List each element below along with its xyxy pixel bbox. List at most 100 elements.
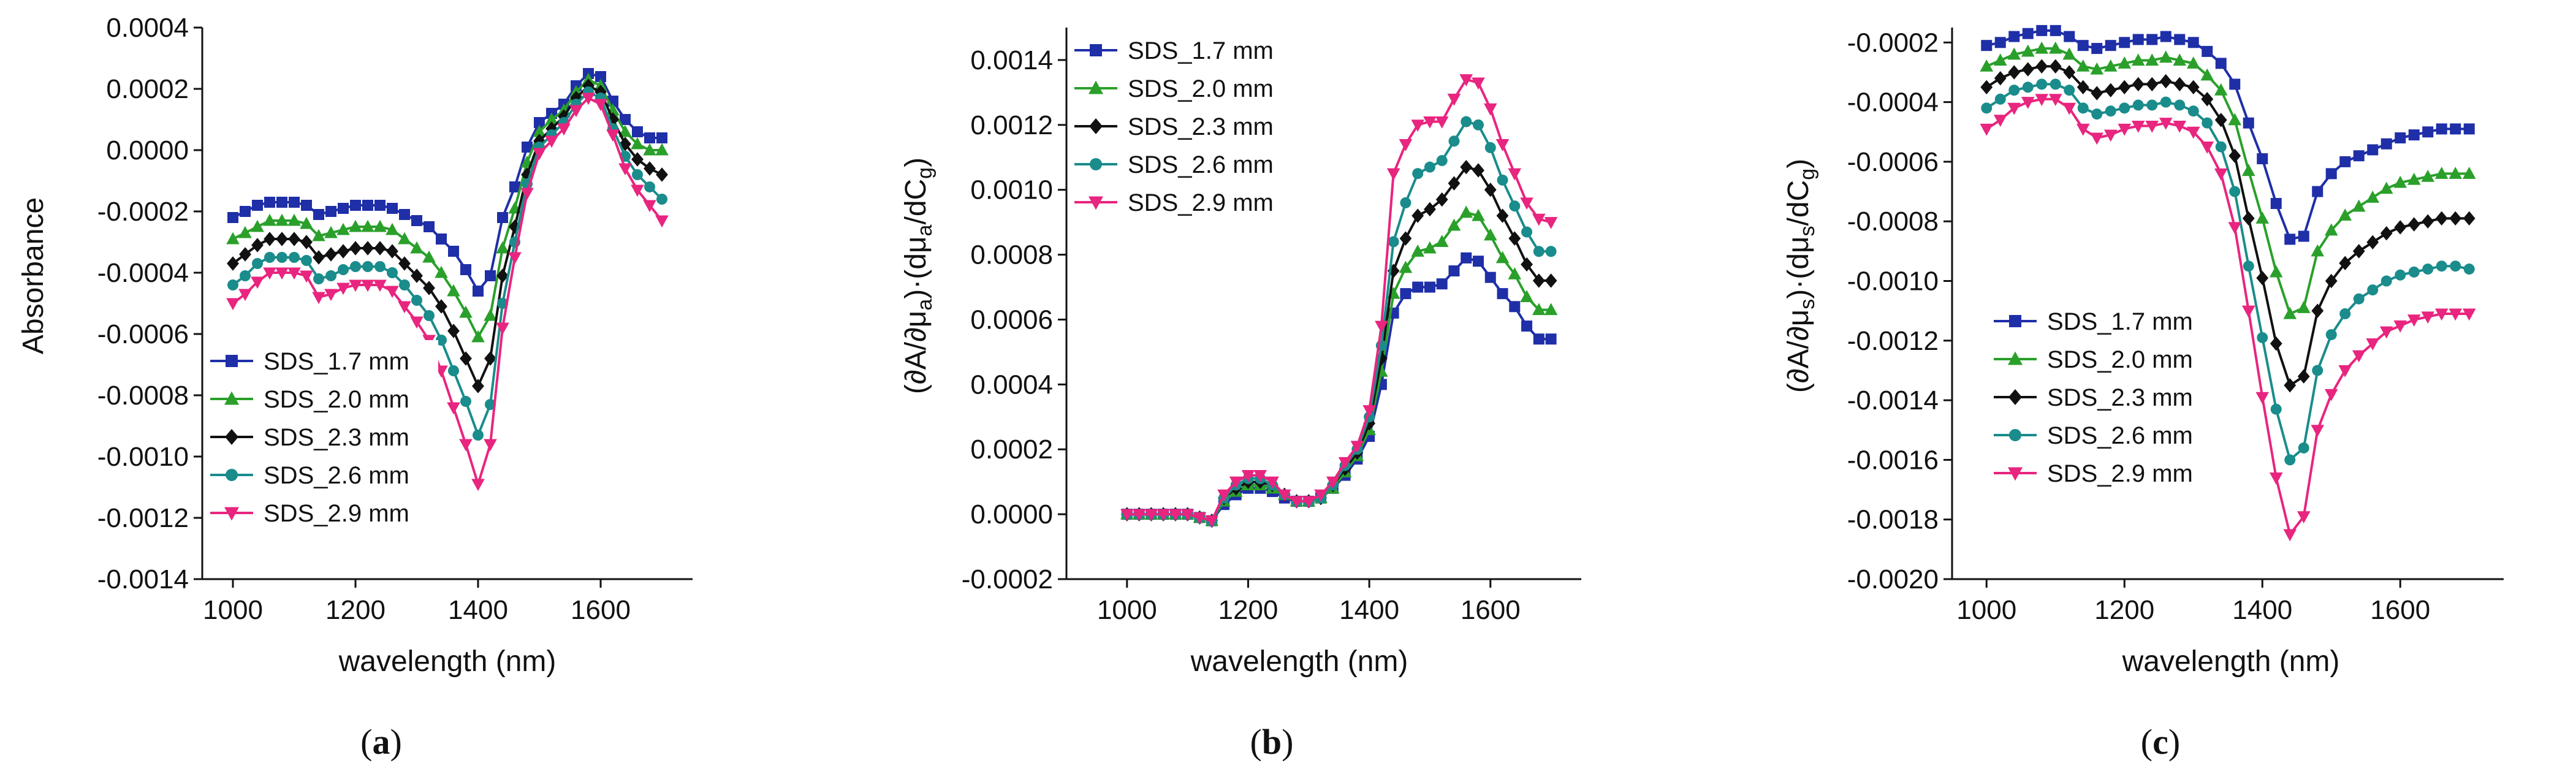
data-point	[460, 396, 471, 407]
data-point	[2393, 175, 2407, 188]
data-point	[2090, 62, 2104, 75]
data-point	[471, 479, 485, 491]
x-tick-label: 1200	[325, 595, 386, 625]
data-point	[582, 93, 595, 105]
data-point	[252, 258, 263, 269]
x-tick-label: 1000	[203, 595, 263, 625]
legend-label: SDS_2.0 mm	[264, 386, 409, 413]
data-point	[2050, 25, 2061, 36]
legend-label: SDS_2.9 mm	[2047, 460, 2193, 487]
y-tick-label: -0.0014	[1847, 385, 1939, 415]
data-point	[2202, 117, 2213, 129]
data-point	[338, 203, 349, 214]
data-point	[2339, 156, 2351, 167]
data-point	[1994, 37, 2006, 48]
legend-label: SDS_1.7 mm	[264, 348, 409, 375]
data-point	[1509, 301, 1521, 313]
data-point	[362, 200, 373, 211]
x-axis-label-c: wavelength (nm)	[2122, 645, 2340, 678]
data-point	[2243, 260, 2254, 272]
data-point	[2312, 365, 2323, 376]
data-point	[324, 226, 338, 238]
legend-marker	[1090, 44, 1102, 56]
y-tick-label: -0.0008	[97, 381, 189, 411]
y-tick-label: -0.0002	[97, 197, 189, 227]
data-point	[1980, 123, 1994, 136]
data-point	[300, 270, 313, 283]
data-point	[2228, 148, 2241, 163]
data-point	[2243, 117, 2254, 129]
data-point	[2036, 78, 2048, 90]
data-point	[2407, 172, 2421, 185]
data-point	[2284, 378, 2297, 393]
legend-background	[1070, 29, 1302, 227]
data-point	[2090, 132, 2104, 145]
series-sds-2-9-mm	[1980, 94, 2476, 542]
data-point	[1521, 226, 1533, 238]
legend-label: SDS_1.7 mm	[1128, 37, 1274, 64]
data-point	[1448, 176, 1461, 191]
data-point	[459, 439, 473, 452]
data-point	[1399, 231, 1412, 246]
data-point	[2367, 144, 2379, 156]
data-point	[2338, 208, 2352, 221]
data-point	[460, 351, 472, 366]
data-point	[655, 215, 669, 228]
legend-label: SDS_2.9 mm	[264, 500, 409, 527]
series-sds-1-7-mm	[1121, 252, 1557, 526]
data-point	[1544, 273, 1557, 288]
data-point	[2408, 266, 2420, 278]
legend-label: SDS_2.3 mm	[1128, 113, 1274, 140]
data-point	[2395, 132, 2406, 143]
data-point	[239, 247, 251, 262]
data-point	[1532, 213, 1546, 226]
data-point	[2325, 273, 2338, 289]
y-tick-label: 0.0006	[970, 305, 1053, 335]
data-point	[1472, 77, 1485, 90]
data-point	[2146, 77, 2159, 92]
data-point	[2022, 28, 2034, 39]
data-point	[2036, 25, 2048, 36]
data-point	[424, 310, 435, 321]
data-point	[459, 305, 473, 318]
legend-marker	[226, 469, 238, 481]
data-point	[1532, 303, 1546, 316]
data-point	[545, 135, 558, 148]
data-point	[2118, 56, 2132, 69]
data-point	[2434, 167, 2449, 179]
data-point	[1461, 252, 1472, 264]
y-tick-label: 0.0004	[106, 13, 189, 43]
data-point	[1520, 290, 1533, 302]
legend-marker	[2009, 429, 2021, 441]
y-tick-label: 0.0002	[970, 434, 1053, 465]
data-point	[496, 322, 509, 335]
data-point	[436, 335, 447, 346]
data-point	[2283, 529, 2297, 542]
data-point	[607, 112, 619, 127]
data-point	[1229, 476, 1243, 489]
legend-marker	[2009, 315, 2021, 327]
data-point	[2434, 308, 2449, 321]
data-point	[2257, 332, 2268, 343]
data-point	[1169, 509, 1182, 522]
data-point	[2255, 392, 2270, 404]
data-point	[2064, 85, 2075, 96]
data-point	[373, 219, 387, 232]
panel-b: (∂A/∂μa)·(dμa/dCg) wavelength (nm) (b) -…	[900, 28, 1581, 762]
data-point	[263, 213, 276, 226]
data-point	[484, 439, 497, 452]
x-tick-label: 1400	[448, 595, 508, 625]
data-point	[1424, 202, 1436, 217]
x-tick-label: 1200	[1218, 595, 1279, 625]
series-line	[232, 78, 662, 340]
data-point	[1399, 260, 1413, 273]
data-point	[2324, 389, 2338, 401]
data-point	[594, 99, 607, 112]
data-point	[1981, 40, 1993, 51]
series-sds-2-0-mm	[1980, 41, 2476, 319]
data-point	[2186, 126, 2200, 139]
data-point	[1386, 168, 1400, 181]
data-point	[313, 209, 324, 220]
data-point	[2255, 211, 2270, 224]
